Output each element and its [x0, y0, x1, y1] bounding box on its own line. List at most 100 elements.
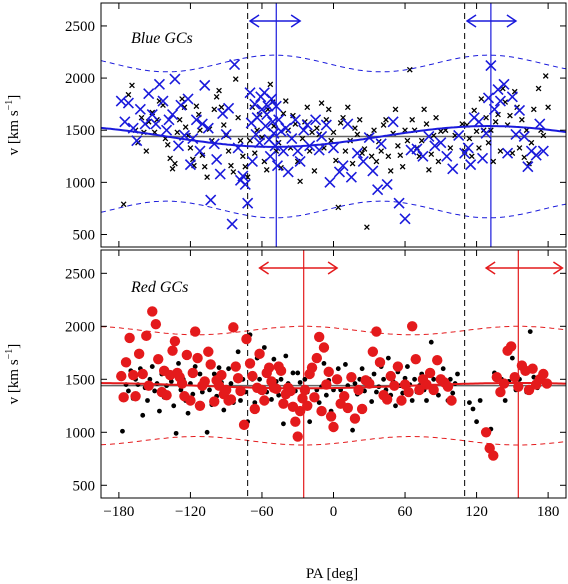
sample-point — [385, 355, 391, 361]
sample-point — [399, 163, 406, 170]
panel-title: Blue GCs — [131, 30, 193, 47]
member-point — [238, 419, 250, 431]
member-point — [256, 384, 268, 396]
member-point — [182, 93, 194, 105]
member-point — [216, 369, 227, 381]
member-point — [538, 368, 549, 380]
member-point — [153, 353, 164, 365]
sample-point — [337, 120, 344, 126]
y-tick-label: 1000 — [65, 425, 95, 441]
sample-point — [519, 116, 525, 123]
sample-point — [470, 406, 476, 412]
member-point — [537, 145, 549, 157]
sample-point — [283, 353, 289, 359]
sample-point — [406, 66, 413, 73]
rotation-arrow-head-right — [506, 14, 518, 28]
y-axis-label-end: ] — [6, 95, 22, 100]
member-point — [205, 194, 217, 206]
sample-point — [502, 398, 508, 403]
member-point — [337, 160, 349, 172]
sample-point — [409, 398, 415, 403]
member-point — [393, 197, 405, 209]
sample-point — [395, 142, 401, 149]
sample-point — [335, 366, 341, 372]
member-point — [119, 116, 131, 128]
sample-point — [397, 152, 404, 159]
sample-point — [129, 82, 135, 89]
sample-point — [352, 381, 358, 386]
member-point — [298, 124, 310, 136]
sample-point — [276, 392, 282, 398]
member-point — [385, 370, 396, 382]
member-point — [187, 132, 199, 145]
member-point — [120, 357, 132, 368]
member-point — [214, 168, 226, 180]
member-point — [196, 118, 208, 130]
sample-point — [193, 103, 200, 110]
member-point — [349, 413, 361, 424]
sample-point — [172, 160, 178, 167]
sample-point — [349, 160, 356, 167]
member-point — [127, 369, 139, 381]
sample-point — [125, 91, 132, 98]
member-point — [194, 400, 206, 411]
sample-point — [333, 157, 339, 164]
sample-point — [230, 169, 237, 175]
sample-point — [473, 128, 480, 135]
y-axis-label: v [km s−1] — [4, 95, 22, 156]
x-tick-label: −180 — [103, 504, 134, 520]
member-point — [367, 346, 379, 357]
sample-point — [307, 419, 313, 425]
member-point — [244, 87, 256, 99]
member-point — [176, 378, 188, 389]
sample-point — [297, 380, 303, 385]
member-point — [116, 370, 127, 382]
sample-point — [433, 114, 439, 121]
sample-point — [240, 153, 246, 160]
member-point — [247, 370, 258, 382]
member-point — [488, 450, 499, 461]
member-point — [465, 159, 477, 171]
sample-point — [235, 114, 241, 121]
sample-point — [216, 365, 222, 371]
member-point — [225, 394, 237, 405]
sample-point — [392, 106, 399, 113]
member-point — [131, 135, 143, 147]
sample-point — [174, 129, 181, 136]
y-tick-label: 1500 — [65, 372, 95, 388]
member-point — [239, 178, 251, 191]
member-point — [491, 371, 503, 383]
plot-area — [101, 250, 566, 498]
member-point — [480, 427, 492, 438]
y-axis-label-end: ] — [6, 344, 22, 349]
member-point — [530, 149, 542, 161]
sample-point — [226, 366, 231, 372]
member-point — [432, 355, 443, 366]
member-point — [331, 374, 343, 385]
member-point — [327, 142, 340, 154]
sample-point — [509, 355, 515, 361]
sample-point — [309, 129, 315, 136]
sample-point — [467, 400, 472, 406]
sample-point — [359, 366, 365, 372]
sample-point — [371, 371, 377, 377]
sample-point — [302, 376, 308, 382]
sample-point — [545, 104, 551, 111]
sample-point — [450, 390, 456, 396]
y-axis-label: v [km s−1] — [4, 344, 22, 405]
member-point — [166, 109, 179, 121]
member-point — [453, 129, 465, 141]
member-point — [269, 140, 281, 152]
member-point — [290, 416, 301, 427]
rotation-arrow-head-left — [465, 14, 477, 28]
dispersion-band-upper — [101, 54, 566, 73]
sample-point — [238, 398, 243, 403]
member-point — [141, 330, 152, 342]
sample-point — [299, 135, 306, 142]
sample-point — [282, 98, 289, 104]
sample-point — [428, 151, 435, 158]
sample-point — [497, 148, 504, 154]
member-point — [316, 130, 328, 143]
sample-point — [421, 106, 427, 113]
sample-point — [426, 166, 432, 173]
